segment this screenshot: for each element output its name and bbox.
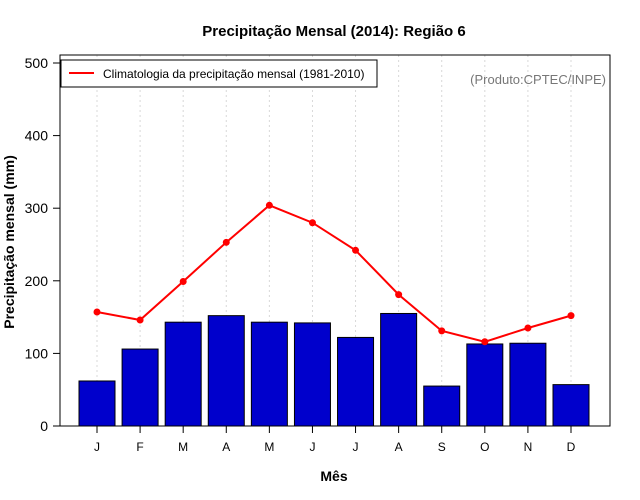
x-tick-label-4: M [264, 440, 274, 454]
legend-box [60, 59, 378, 88]
y-tick-label-1: 100 [25, 345, 49, 361]
legend-entry-climatology: Climatologia da precipitação mensal (198… [103, 67, 364, 81]
bar-0 [78, 380, 116, 427]
bar-9 [466, 343, 504, 427]
x-tick-label-8: S [438, 440, 446, 454]
bars [78, 312, 590, 427]
bar-6 [337, 336, 375, 427]
x-tick-label-5: J [309, 440, 315, 454]
climatology-point-6 [352, 246, 360, 254]
x-tick-label-2: M [178, 440, 188, 454]
x-tick-label-9: O [480, 440, 489, 454]
x-tick-label-6: J [353, 440, 359, 454]
y-axis-label: Precipitação mensal (mm) [1, 155, 17, 329]
bar-10 [509, 342, 547, 427]
legend: Climatologia da precipitação mensal (198… [60, 59, 378, 88]
climatology-point-1 [136, 316, 144, 324]
climatology-point-7 [395, 291, 403, 299]
y-axis-ticks: 0 100 200 300 400 500 [25, 55, 60, 434]
climatology-points [93, 201, 575, 346]
y-tick-label-2: 200 [25, 273, 49, 289]
bar-7 [380, 312, 418, 427]
climatology-point-9 [481, 338, 489, 346]
climatology-polyline [96, 204, 572, 343]
y-tick-label-3: 300 [25, 200, 49, 216]
chart-title: Precipitação Mensal (2014): Região 6 [202, 23, 465, 40]
y-tick-label-4: 400 [25, 128, 49, 144]
climatology-point-8 [438, 327, 446, 335]
climatology-point-3 [222, 238, 230, 246]
x-tick-label-10: N [524, 440, 533, 454]
climatology-point-0 [93, 308, 101, 316]
bar-4 [250, 321, 288, 427]
bar-2 [164, 321, 202, 427]
y-tick-label-5: 500 [25, 55, 49, 71]
climatology-point-10 [524, 324, 532, 332]
bar-11 [552, 384, 590, 427]
x-tick-label-11: D [567, 440, 576, 454]
climatology-point-11 [567, 312, 575, 320]
bar-1 [121, 348, 159, 427]
x-tick-label-3: A [222, 440, 230, 454]
climatology-point-2 [179, 278, 187, 286]
x-axis-label: Mês [320, 468, 347, 484]
climatology-line [96, 204, 572, 343]
bar-3 [207, 315, 245, 427]
x-tick-label-7: A [395, 440, 403, 454]
bar-8 [423, 385, 461, 427]
y-tick-label-0: 0 [40, 418, 48, 434]
source-annotation: (Produto:CPTEC/INPE) [470, 72, 606, 87]
bar-5 [293, 322, 331, 427]
climatology-point-4 [265, 201, 273, 209]
x-tick-label-0: J [94, 440, 100, 454]
climatology-point-5 [308, 219, 316, 227]
plot-area-border [59, 54, 611, 427]
x-tick-label-1: F [136, 440, 143, 454]
